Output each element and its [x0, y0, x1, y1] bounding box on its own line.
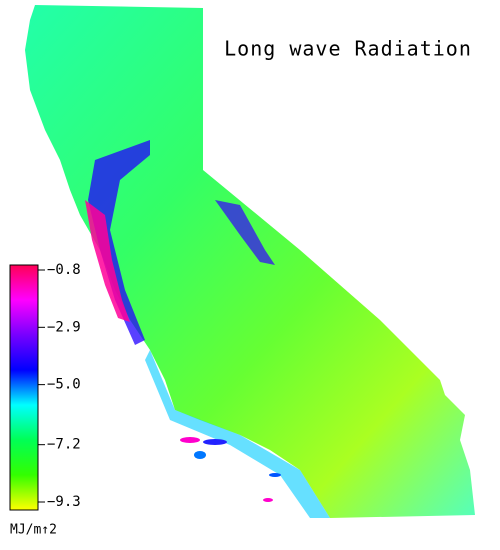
- coast-band: [85, 200, 130, 322]
- island: [203, 439, 227, 445]
- california-map: [25, 5, 475, 518]
- colorbar-tick-label: −0.8: [47, 262, 81, 278]
- colorbar-tick-label: −2.9: [47, 319, 81, 335]
- east-sierra: [215, 200, 275, 265]
- colorbar: −0.8 −2.9 −5.0 −7.2 −9.3: [9, 262, 81, 511]
- colorbar-scale: [9, 264, 39, 511]
- island: [263, 498, 273, 502]
- colorbar-tick-label: −9.3: [47, 494, 81, 510]
- island: [269, 473, 281, 477]
- island: [180, 437, 200, 443]
- colorbar-tick-label: −5.0: [47, 377, 81, 393]
- map-title: Long wave Radiation: [224, 37, 472, 61]
- island: [194, 451, 206, 459]
- colorbar-unit: MJ/m↑2: [10, 523, 57, 538]
- colorbar-tick-label: −7.2: [47, 437, 81, 453]
- sierra-band: [88, 140, 150, 345]
- coast-cyan: [145, 350, 330, 518]
- state-shape: [25, 5, 475, 518]
